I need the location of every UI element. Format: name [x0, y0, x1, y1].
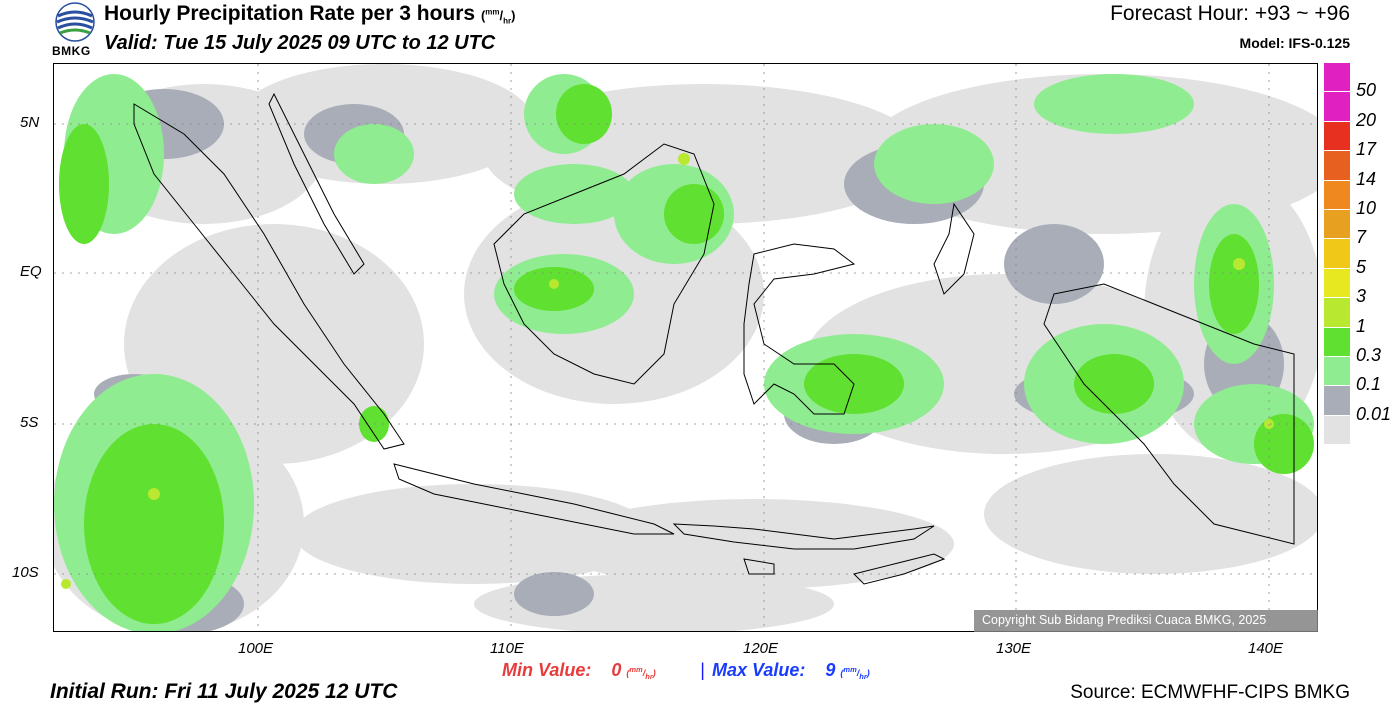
data-source: Source: ECMWFHF-CIPS BMKG — [1070, 682, 1350, 703]
colorbar-label-10: 10 — [1356, 198, 1377, 218]
colorbar-label-3: 3 — [1356, 286, 1367, 307]
colorbar-label-1: 1 — [1356, 315, 1367, 336]
colorbar-box-3 — [1324, 298, 1350, 328]
lat-label-eq: EQ — [20, 263, 42, 280]
colorbar-box-0-3 — [1324, 356, 1350, 387]
colorbar-label-50: 50 — [1356, 80, 1377, 101]
valid-time: Valid: Tue 15 July 2025 09 UTC to 12 UTC — [104, 32, 496, 54]
lat-label-5s: 5S — [20, 414, 39, 431]
colorbar-label-0-1: 0.1 — [1356, 374, 1382, 395]
lon-label-110e: 110E — [490, 640, 524, 657]
map-svg — [54, 64, 1317, 631]
colorbar-box-0-01 — [1324, 415, 1350, 446]
minmax-separator: | — [700, 660, 705, 680]
colorbar-label-7: 7 — [1356, 227, 1367, 248]
precipitation-map — [53, 63, 1318, 632]
colorbar-box-5 — [1324, 268, 1350, 299]
colorbar-box-0-1 — [1324, 386, 1350, 416]
colorbar-label-0-3: 0.3 — [1356, 345, 1382, 365]
forecast-hour: Forecast Hour: +93 ~ +96 — [1110, 2, 1350, 25]
colorbar-box-20 — [1324, 121, 1350, 152]
lon-label-140e: 140E — [1248, 640, 1284, 657]
map-gridlines — [54, 64, 1317, 631]
map-title: Hourly Precipitation Rate per 3 hours (m… — [104, 2, 516, 26]
model-label: Model: IFS-0.125 — [1239, 35, 1350, 51]
colorbar-box-7 — [1324, 239, 1350, 269]
colorbar-box-top — [1324, 63, 1350, 93]
lat-label-10s: 10S — [12, 564, 39, 581]
colorbar-label-0-01: 0.01 — [1356, 403, 1392, 424]
lon-label-100e: 100E — [238, 640, 274, 657]
copyright-notice: Copyright Sub Bidang Prediksi Cuaca BMKG… — [974, 610, 1318, 632]
colorbar-box-1 — [1324, 327, 1350, 357]
initial-run: Initial Run: Fri 11 July 2025 12 UTC — [50, 680, 398, 703]
logo-text: BMKG — [52, 44, 91, 58]
min-value: Min Value: 0 (mm/hr) — [502, 660, 656, 681]
precip-colorbar — [1324, 63, 1350, 446]
colorbar-box-50 — [1324, 92, 1350, 122]
lat-label-5n: 5N — [20, 114, 40, 131]
colorbar-box-14 — [1324, 180, 1350, 210]
bmkg-logo-icon — [55, 2, 95, 42]
colorbar-box-17 — [1324, 151, 1350, 181]
lon-label-120e: 120E — [743, 640, 779, 657]
max-value: Max Value: 9 (mm/hr) — [712, 660, 870, 681]
colorbar-label-14: 14 — [1356, 168, 1377, 189]
coastlines — [133, 92, 1295, 585]
colorbar-label-5: 5 — [1356, 256, 1367, 277]
colorbar-box-10 — [1324, 209, 1350, 240]
colorbar-label-20: 20 — [1356, 109, 1377, 130]
colorbar-label-17: 17 — [1356, 139, 1377, 160]
lon-label-130e: 130E — [996, 640, 1032, 657]
